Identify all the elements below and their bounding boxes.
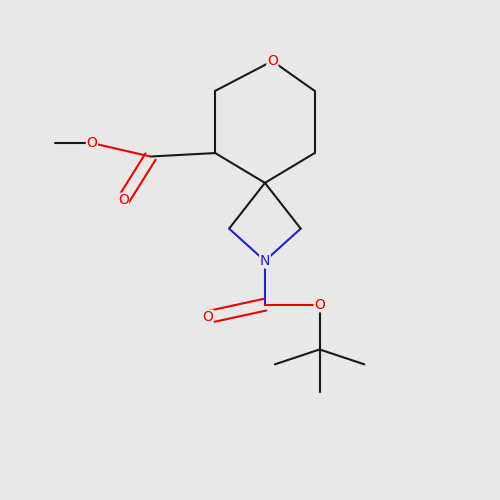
Text: O: O — [118, 194, 128, 207]
Text: O: O — [267, 54, 278, 68]
Text: O: O — [314, 298, 325, 312]
Text: O: O — [86, 136, 98, 150]
Text: N: N — [260, 254, 270, 268]
Text: O: O — [202, 310, 213, 324]
